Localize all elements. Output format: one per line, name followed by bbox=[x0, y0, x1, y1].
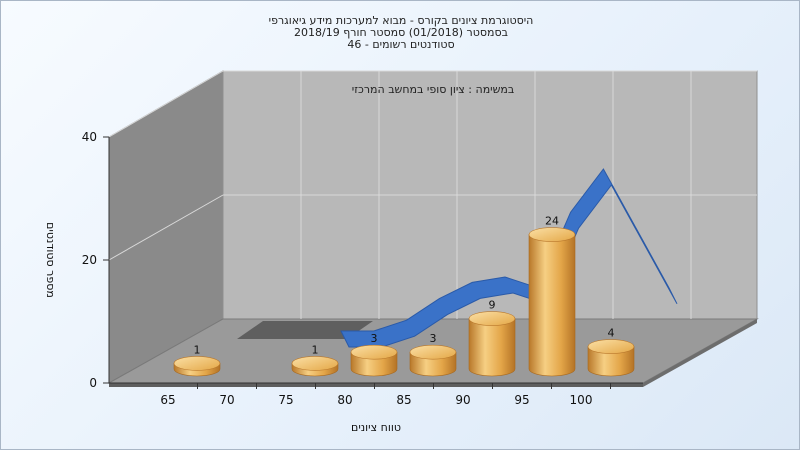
right-side-edge bbox=[643, 319, 757, 387]
histogram-bar bbox=[291, 356, 339, 377]
bar-value-label: 3 bbox=[430, 332, 437, 345]
y-tick-label: 40 bbox=[82, 130, 97, 144]
bar-value-label: 1 bbox=[312, 343, 319, 356]
x-tick-label: 80 bbox=[337, 393, 352, 407]
x-tick-label: 100 bbox=[570, 393, 593, 407]
x-tick-label: 70 bbox=[219, 393, 234, 407]
x-tick-label: 90 bbox=[455, 393, 470, 407]
x-axis-title: טווח ציונים bbox=[351, 421, 401, 434]
y-tick-label: 0 bbox=[89, 376, 97, 390]
curve-shadow bbox=[237, 321, 373, 339]
floor-front-edge bbox=[109, 383, 643, 387]
gridlines bbox=[108, 70, 757, 319]
chart-title-line-3: 46 - סטודנטים רשומים bbox=[347, 38, 454, 51]
histogram-bar bbox=[350, 344, 398, 377]
chart-title-line-1: היסטוגרמת ציונים בקורס - מבוא למערכות מי… bbox=[269, 14, 534, 27]
histogram-bar bbox=[173, 356, 221, 377]
histogram-bar bbox=[409, 344, 457, 377]
chart-title-line-2: בסמסטר (01/2018) סמסטר חורף 2018/19 bbox=[294, 26, 508, 39]
trend-curve bbox=[340, 168, 678, 348]
y-axis-title: מספר סטודנטים bbox=[44, 222, 57, 298]
histogram-bar bbox=[587, 339, 635, 377]
bar-value-label: 3 bbox=[371, 332, 378, 345]
x-tick-label: 75 bbox=[278, 393, 293, 407]
chart-subtitle: במשימה : ציון סופי במחשב המרכזי bbox=[352, 83, 515, 96]
histogram-bar bbox=[528, 227, 576, 377]
bar-value-label: 9 bbox=[489, 299, 496, 312]
y-tick-label: 20 bbox=[82, 253, 97, 267]
histogram-bar bbox=[468, 311, 516, 377]
bar-value-label: 24 bbox=[545, 215, 559, 228]
x-tick-label: 65 bbox=[160, 393, 175, 407]
bar-value-label: 4 bbox=[608, 327, 615, 340]
x-tick-label: 95 bbox=[514, 393, 529, 407]
bar-value-label: 1 bbox=[194, 343, 201, 356]
x-tick-label: 85 bbox=[396, 393, 411, 407]
